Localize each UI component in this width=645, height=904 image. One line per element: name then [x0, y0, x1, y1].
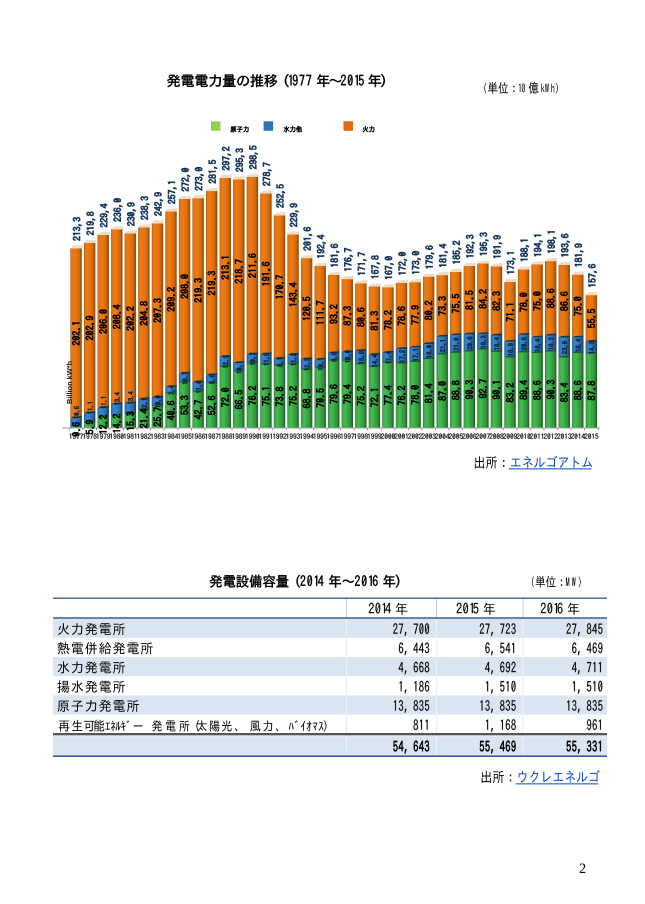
- svg-text:2: 2: [579, 861, 586, 877]
- svg-text:Billion kW*h: Billion kW*h: [65, 360, 74, 404]
